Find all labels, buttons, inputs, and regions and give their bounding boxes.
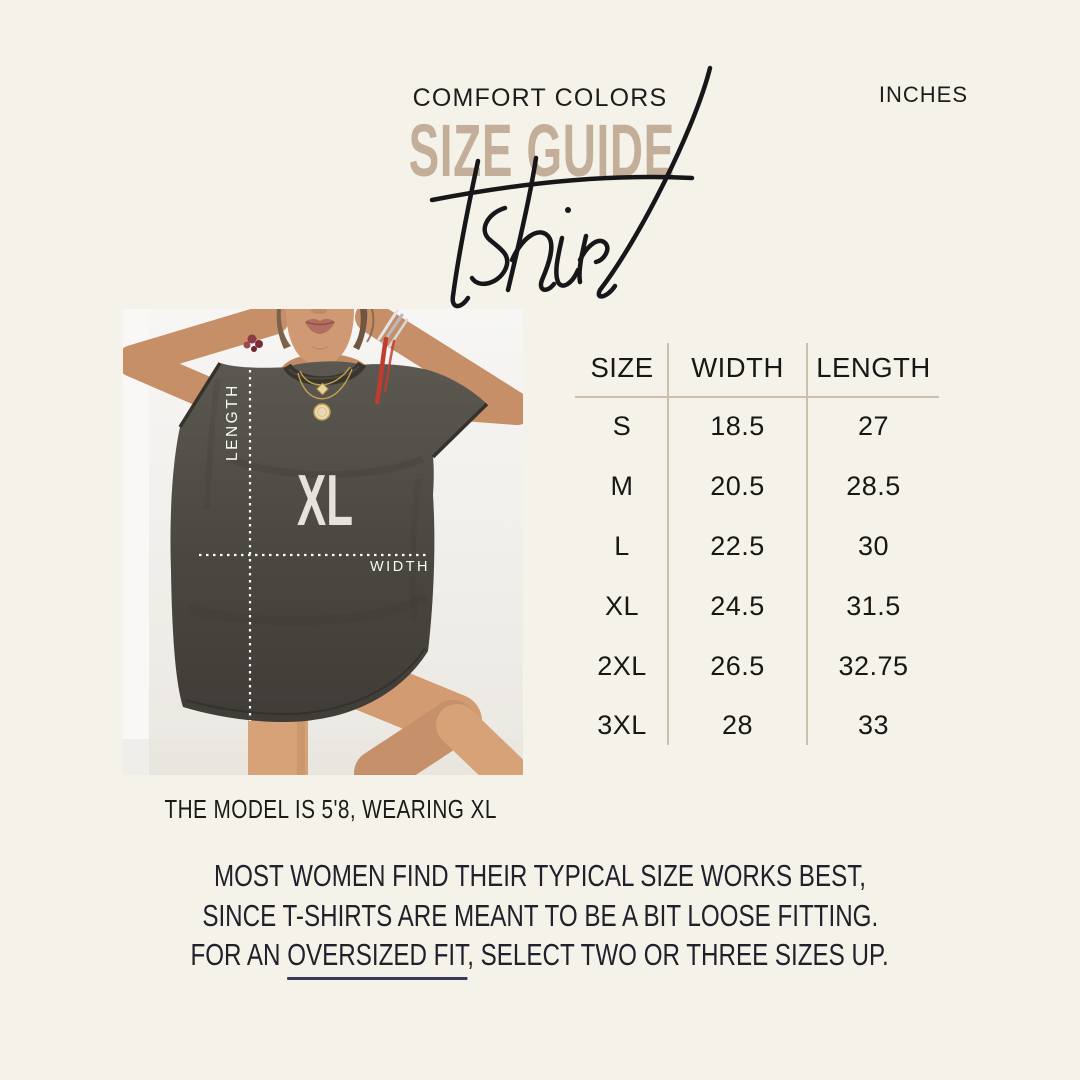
table-row-length: 32.75 <box>838 650 909 681</box>
table-row-size: 3XL <box>597 710 647 741</box>
col-header-width: WIDTH <box>691 351 784 383</box>
measurement-overlay: LENGTH WIDTH XL <box>199 370 430 721</box>
table-row-size: 2XL <box>597 650 647 681</box>
lips <box>305 318 335 334</box>
tshirt-garment <box>170 361 489 723</box>
model-caption: THE MODEL IS 5'8, WEARING XL <box>164 794 497 824</box>
advice-line-3: FOR AN OVERSIZED FIT, SELECT TWO OR THRE… <box>0 935 1080 980</box>
table-vertical-line <box>667 343 669 745</box>
hair-strand <box>366 309 375 343</box>
table-header-line <box>575 396 939 398</box>
brand-name: COMFORT COLORS <box>412 84 668 112</box>
table-row-size: M <box>610 471 634 502</box>
table-row-width: 22.5 <box>710 530 765 561</box>
col-header-size: SIZE <box>590 351 654 383</box>
square-charm <box>316 382 329 396</box>
table-vertical-line <box>806 343 808 745</box>
forearm-tattoo <box>243 334 263 352</box>
wall-edge <box>123 309 149 775</box>
table-row-width: 28 <box>721 710 754 741</box>
model-photo: LENGTH WIDTH XL <box>123 309 523 775</box>
fit-advice: MOST WOMEN FIND THEIR TYPICAL SIZE WORKS… <box>0 856 1080 980</box>
red-string <box>374 336 396 405</box>
table-row-size: L <box>614 530 630 561</box>
nose-shadow <box>311 309 327 314</box>
table-row-length: 31.5 <box>846 590 901 621</box>
right-cuff <box>431 402 489 459</box>
table-row-size: S <box>612 411 632 442</box>
face <box>286 309 354 367</box>
necklaces <box>297 366 353 421</box>
length-label: LENGTH <box>224 383 241 461</box>
hair-right <box>353 309 368 350</box>
medallion <box>313 403 331 421</box>
width-label: WIDTH <box>370 559 430 575</box>
mouth-line <box>305 321 335 326</box>
advice-line-1: MOST WOMEN FIND THEIR TYPICAL SIZE WORKS… <box>213 858 867 893</box>
table-row-size: XL <box>604 590 640 621</box>
left-cuff <box>178 362 222 428</box>
chin-line <box>311 346 329 350</box>
advice-line-2: SINCE T-SHIRTS ARE MEANT TO BE A BIT LOO… <box>202 897 878 933</box>
table-row-length: 27 <box>857 411 890 442</box>
table-row-width: 20.5 <box>710 471 765 502</box>
col-header-length: LENGTH <box>816 351 931 383</box>
size-table: SIZE WIDTH LENGTH S 18.5 27 M 20.5 28.5 … <box>575 338 941 758</box>
table-row-length: 30 <box>857 530 890 561</box>
table-row-length: 33 <box>857 710 890 741</box>
table-row-width: 26.5 <box>710 650 765 681</box>
table-row-width: 24.5 <box>710 590 765 621</box>
table-row-length: 28.5 <box>846 471 901 502</box>
tshirt-script-word <box>429 65 713 309</box>
table-row-width: 18.5 <box>710 411 765 442</box>
shirt-size-print: XL <box>297 461 353 541</box>
hem-stitch <box>185 647 426 716</box>
hair-left <box>276 309 291 349</box>
units-label: INCHES <box>878 82 968 107</box>
i-dot <box>565 207 571 213</box>
oversized-fit-underlined: OVERSIZED FIT <box>287 937 468 980</box>
